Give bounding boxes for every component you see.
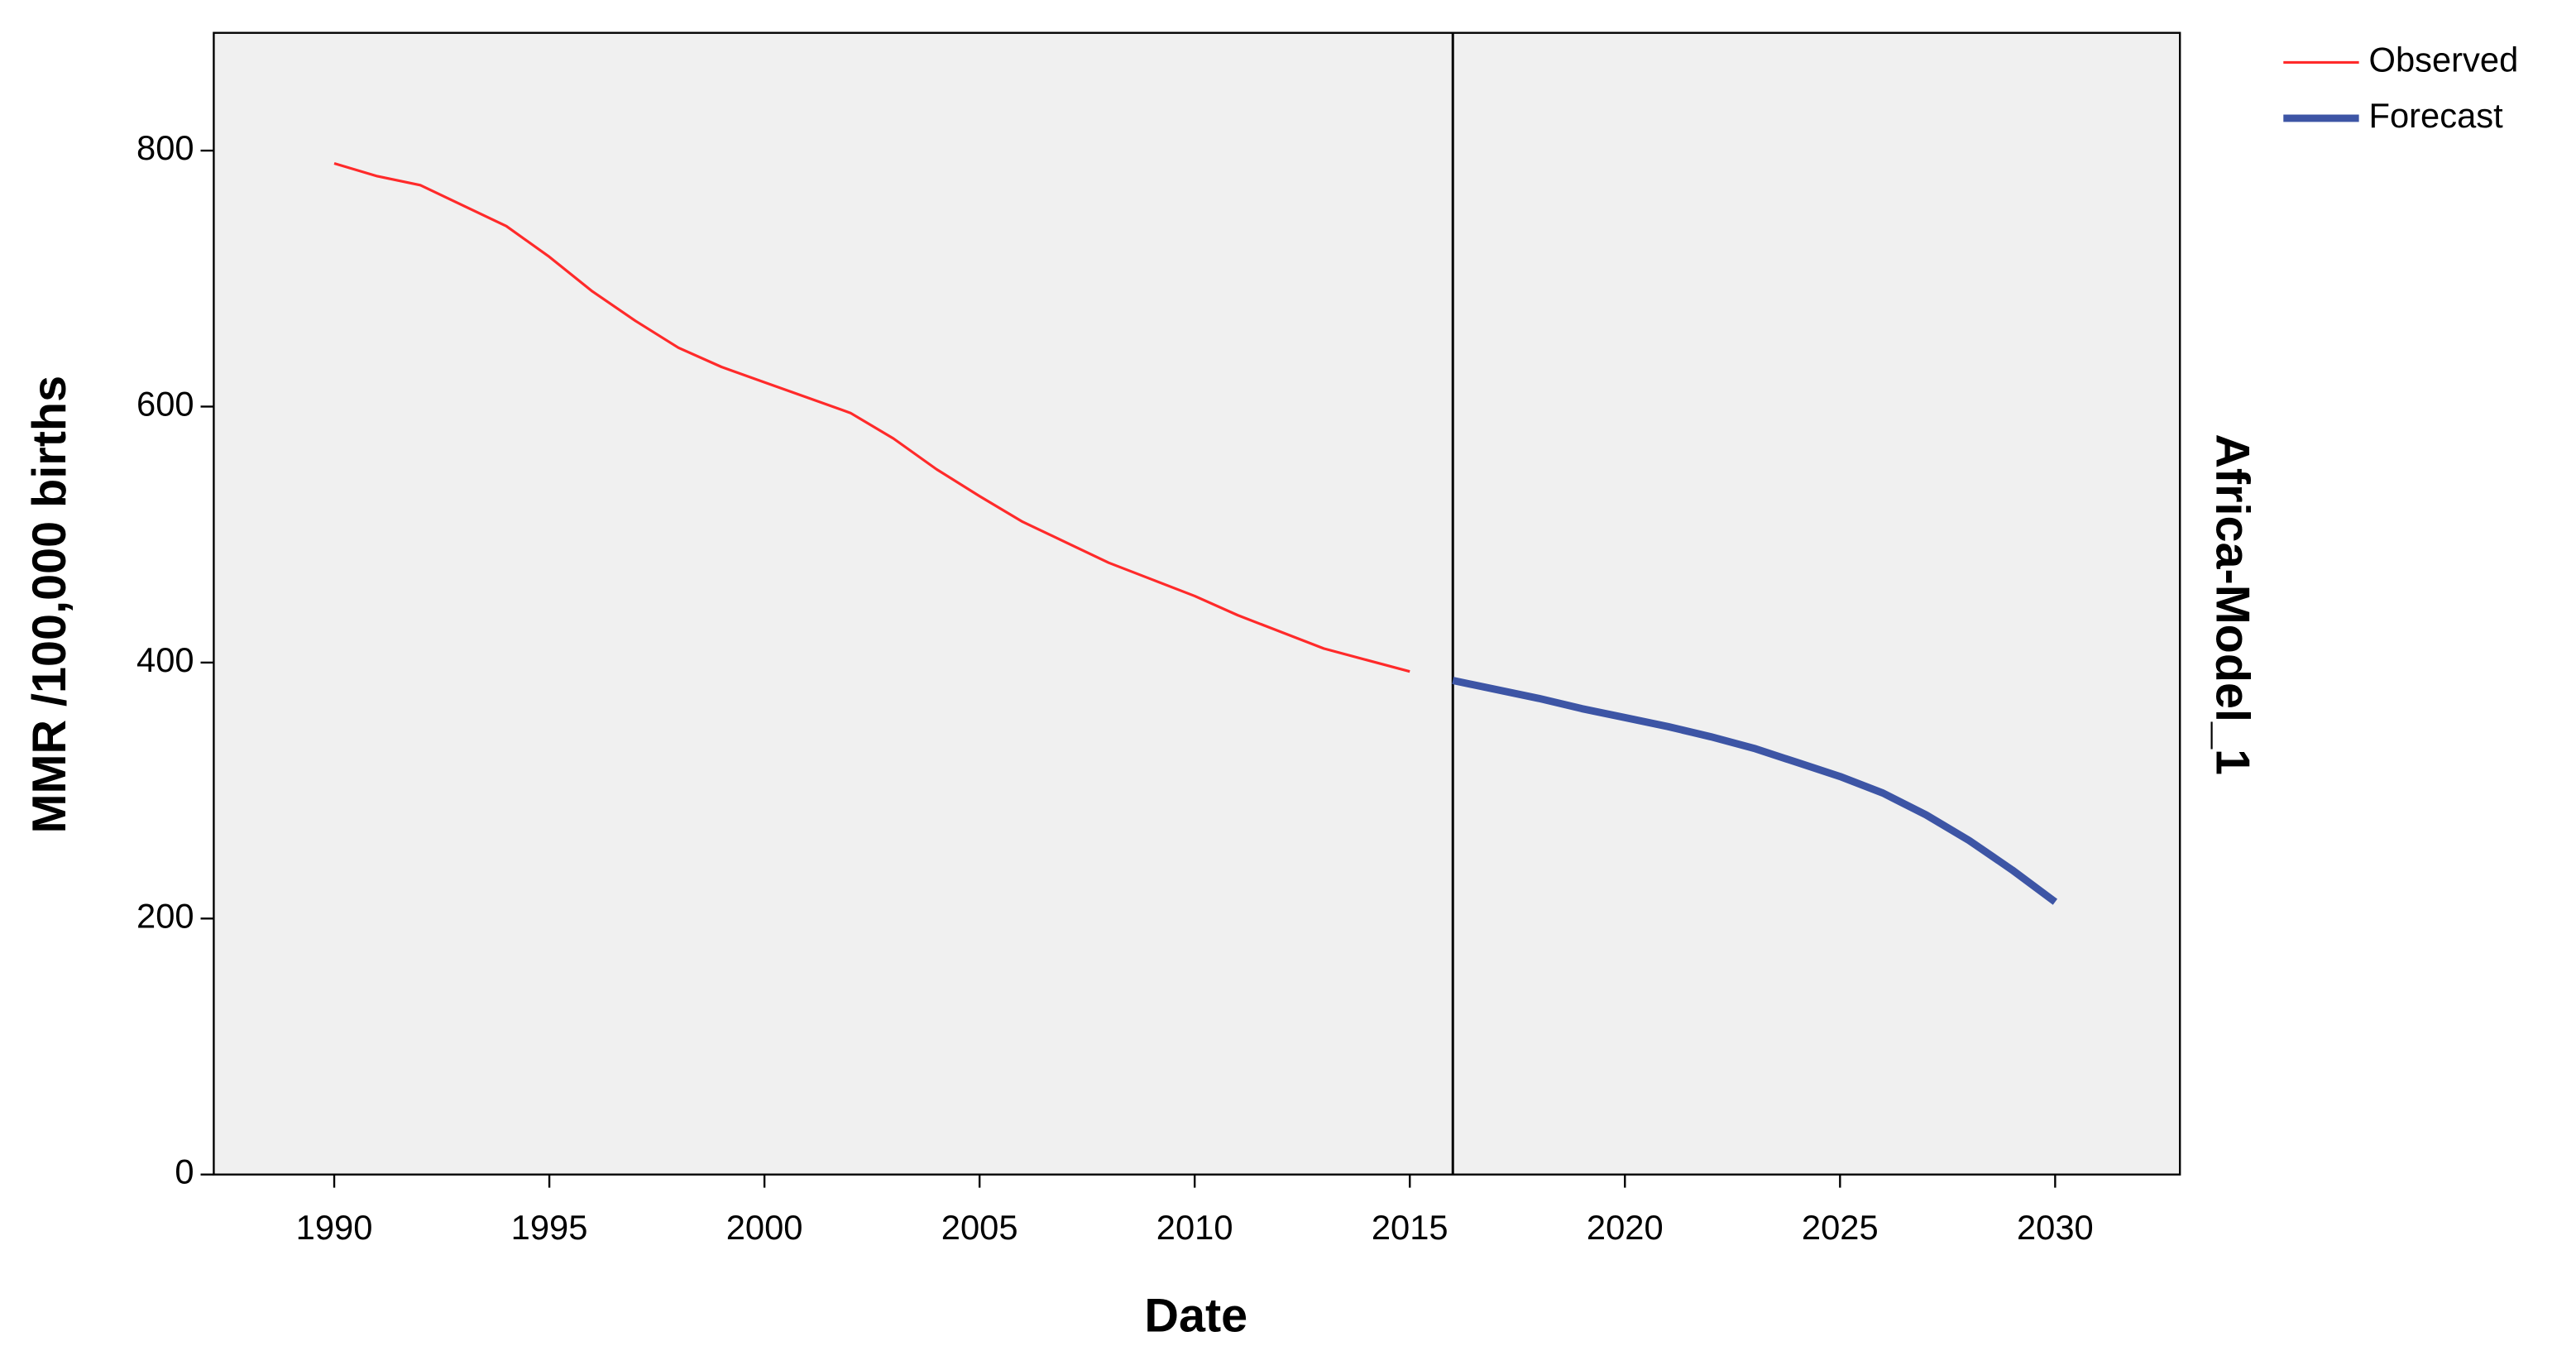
legend-label: Observed (2369, 40, 2519, 79)
x-tick-label: 2020 (1587, 1208, 1664, 1247)
x-tick-label: 2030 (2017, 1208, 2094, 1247)
y-axis-title: MMR /100,000 births (23, 376, 76, 834)
y-tick-label: 0 (175, 1152, 194, 1191)
y-tick-label: 400 (136, 640, 194, 679)
plot-background (213, 31, 2181, 1176)
series-line (1452, 677, 2058, 905)
x-axis-title: Date (1144, 1290, 1247, 1343)
series-line (333, 161, 1410, 673)
x-tick-label: 1990 (296, 1208, 373, 1247)
y-tick-label: 200 (136, 896, 194, 935)
y-tick-label: 800 (136, 128, 194, 167)
x-tick-label: 2010 (1156, 1208, 1233, 1247)
y-tick-label: 600 (136, 384, 194, 423)
x-tick-label: 2005 (941, 1208, 1018, 1247)
x-tick-label: 2025 (1802, 1208, 1879, 1247)
x-tick-label: 2000 (726, 1208, 803, 1247)
x-tick-label: 1995 (511, 1208, 588, 1247)
panel-label: Africa-Model_1 (2206, 434, 2259, 775)
legend-label: Forecast (2369, 96, 2504, 135)
x-tick-label: 2015 (1372, 1208, 1448, 1247)
